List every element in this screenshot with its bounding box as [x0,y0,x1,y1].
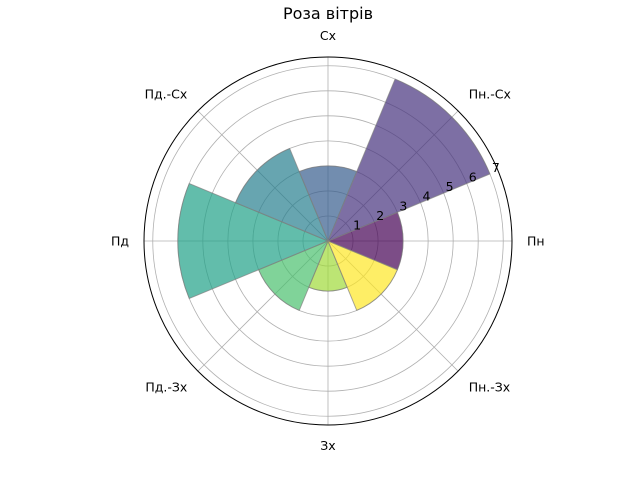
direction-label-Сх: Сх [320,28,336,43]
polar-frame [143,56,513,426]
bars [177,78,491,312]
direction-labels: Пн Пн.-Сх Сх Пд.-Сх Пд Пд.-Зх Зх Пн.-Зх [111,28,545,453]
polar-spine [143,56,513,426]
bar-Пн.-Сх [327,78,491,242]
radial-tick-label: 6 [469,170,477,185]
bar-Пн [326,211,404,271]
bar-Сх [298,165,358,243]
chart-title: Роза вітрів [283,4,373,23]
direction-label-Пд: Пд [111,234,129,249]
radial-tick-label: 2 [376,208,384,223]
direction-label-Зх: Зх [320,438,335,453]
radial-tick-label: 1 [353,217,361,232]
bar-Пд.-Зх [257,240,329,312]
radial-tick-label: 5 [446,179,454,194]
bar-Пд [177,182,330,300]
bar-Пд.-Сх [234,147,329,242]
radial-tick-label: 7 [492,160,500,175]
direction-label-Пн.-Сх: Пн.-Сх [469,86,511,101]
direction-label-Пн: Пн [527,234,545,249]
direction-label-Пд.-Зх: Пд.-Зх [145,380,187,395]
bar-Пн.-Зх [327,240,399,312]
direction-label-Пн.-Зх: Пн.-Зх [469,380,510,395]
radial-tick-label: 4 [423,189,431,204]
radial-tick-label: 3 [399,198,407,213]
direction-label-Пд.-Сх: Пд.-Сх [145,86,188,101]
